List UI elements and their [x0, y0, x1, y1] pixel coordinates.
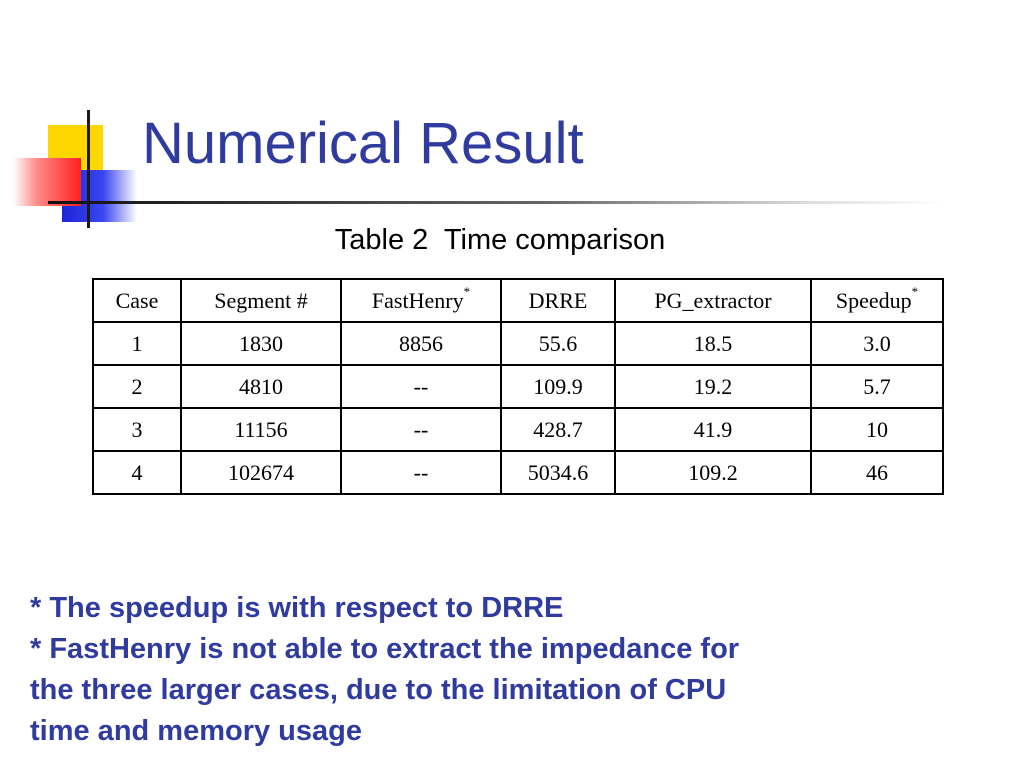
- header-drre: DRRE: [500, 278, 616, 323]
- table-cell: 11156: [180, 407, 342, 452]
- table-row: 2 4810 -- 109.9 19.2 5.7: [92, 364, 944, 409]
- table-cell: 4: [92, 450, 182, 495]
- table-cell: 55.6: [500, 321, 616, 366]
- table-cell: --: [340, 364, 502, 409]
- table-header-row: Case Segment # FastHenry* DRRE PG_extrac…: [92, 278, 944, 323]
- footnote-line: * The speedup is with respect to DRRE: [30, 592, 564, 624]
- table-row: 1 1830 8856 55.6 18.5 3.0: [92, 321, 944, 366]
- header-case: Case: [92, 278, 182, 323]
- title-underline: [48, 201, 948, 204]
- table-cell: 41.9: [614, 407, 812, 452]
- header-speedup: Speedup*: [810, 278, 944, 323]
- red-square-decoration: [13, 158, 81, 206]
- slide-decoration: [0, 0, 140, 240]
- table-cell: 1830: [180, 321, 342, 366]
- table-cell: 109.2: [614, 450, 812, 495]
- header-segment: Segment #: [180, 278, 342, 323]
- table-cell: 1: [92, 321, 182, 366]
- table-cell: 428.7: [500, 407, 616, 452]
- table-cell: 5034.6: [500, 450, 616, 495]
- table-cell: 2: [92, 364, 182, 409]
- footnote-marker: *: [911, 283, 919, 299]
- header-pg-extractor: PG_extractor: [614, 278, 812, 323]
- table-cell: --: [340, 450, 502, 495]
- footnote-line: time and memory usage: [30, 715, 362, 747]
- table-cell: 102674: [180, 450, 342, 495]
- table-cell: 46: [810, 450, 944, 495]
- table-cell: 19.2: [614, 364, 812, 409]
- footnotes: * The speedup is with respect to DRRE * …: [30, 588, 990, 752]
- footnote-line: the three larger cases, due to the limit…: [30, 674, 727, 706]
- table-cell: 4810: [180, 364, 342, 409]
- table-cell: 18.5: [614, 321, 812, 366]
- time-comparison-table: Case Segment # FastHenry* DRRE PG_extrac…: [92, 278, 944, 495]
- header-fasthenry: FastHenry*: [340, 278, 502, 323]
- table-cell: 109.9: [500, 364, 616, 409]
- table-cell: 5.7: [810, 364, 944, 409]
- table-cell: --: [340, 407, 502, 452]
- table-row: 3 11156 -- 428.7 41.9 10: [92, 407, 944, 452]
- table-caption: Table 2 Time comparison: [334, 224, 666, 256]
- footnote-line: * FastHenry is not able to extract the i…: [30, 633, 740, 665]
- footnote-marker: *: [463, 283, 471, 299]
- table-row: 4 102674 -- 5034.6 109.2 46: [92, 450, 944, 495]
- vertical-rule: [87, 110, 90, 228]
- table-cell: 8856: [340, 321, 502, 366]
- table-cell: 3: [92, 407, 182, 452]
- slide-title: Numerical Result: [142, 111, 584, 176]
- table-cell: 10: [810, 407, 944, 452]
- table-cell: 3.0: [810, 321, 944, 366]
